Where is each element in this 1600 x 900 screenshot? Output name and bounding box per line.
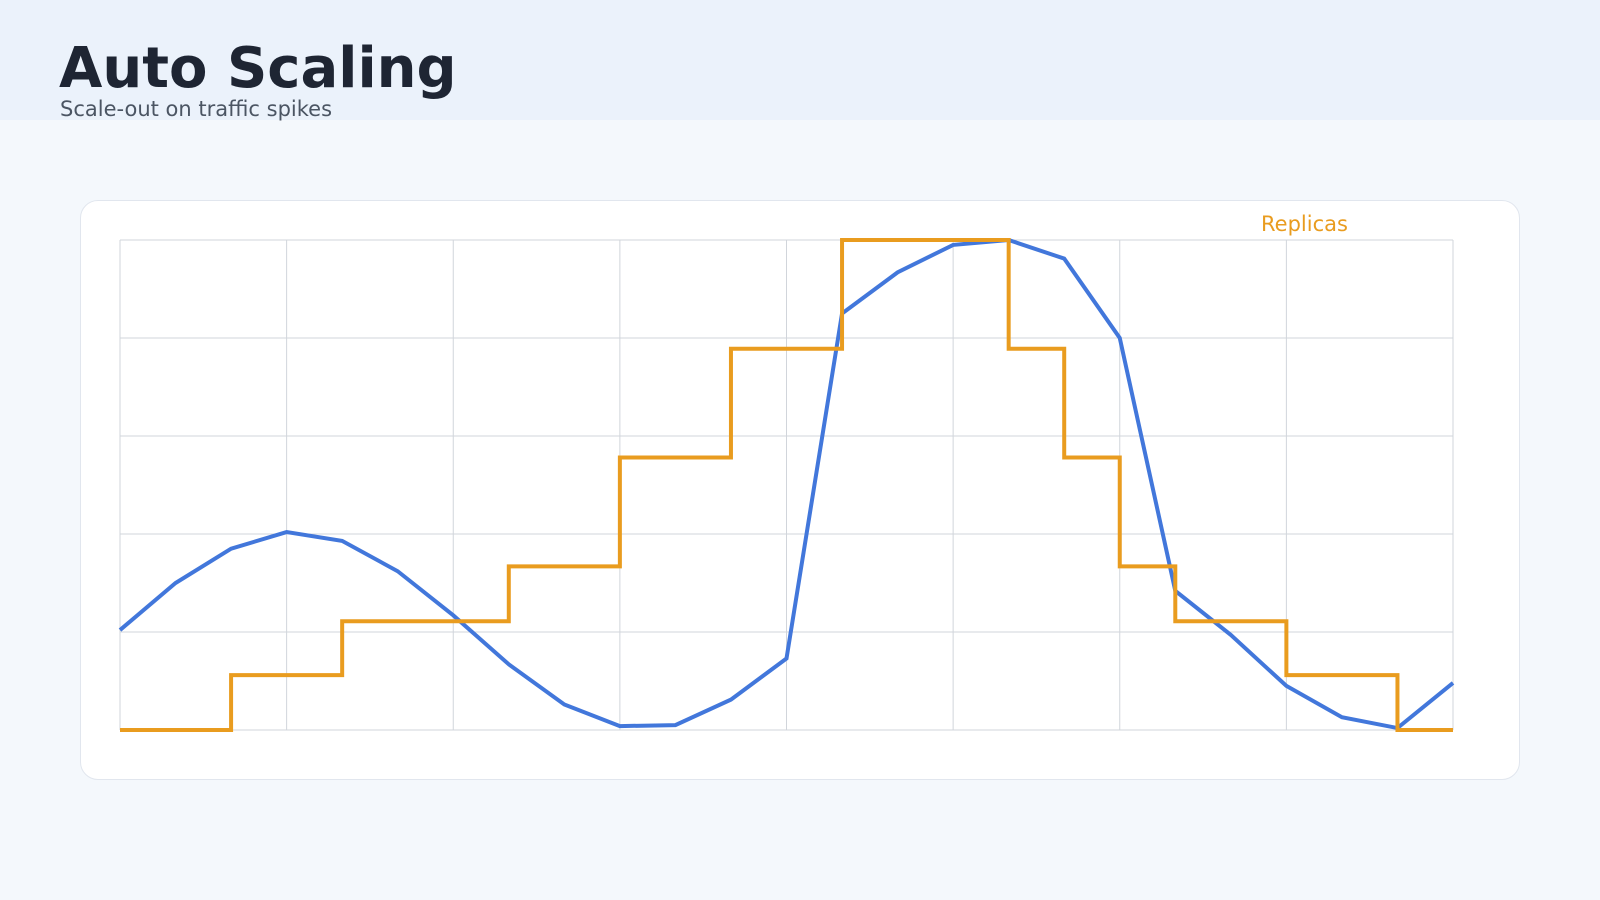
chart-legend: Replicas — [1261, 212, 1348, 236]
line-chart: Replicas — [118, 212, 1455, 732]
series-line-replicas — [120, 238, 1453, 732]
page-title: Auto Scaling — [59, 36, 457, 101]
chart-series — [118, 237, 1455, 732]
chart-grid — [119, 239, 1454, 731]
chart-card: Replicas — [80, 200, 1520, 780]
legend-label-replicas: Replicas — [1261, 212, 1348, 236]
header-band — [0, 0, 1600, 120]
page-subtitle: Scale-out on traffic spikes — [60, 97, 333, 121]
series-line-traffic — [118, 237, 1455, 731]
